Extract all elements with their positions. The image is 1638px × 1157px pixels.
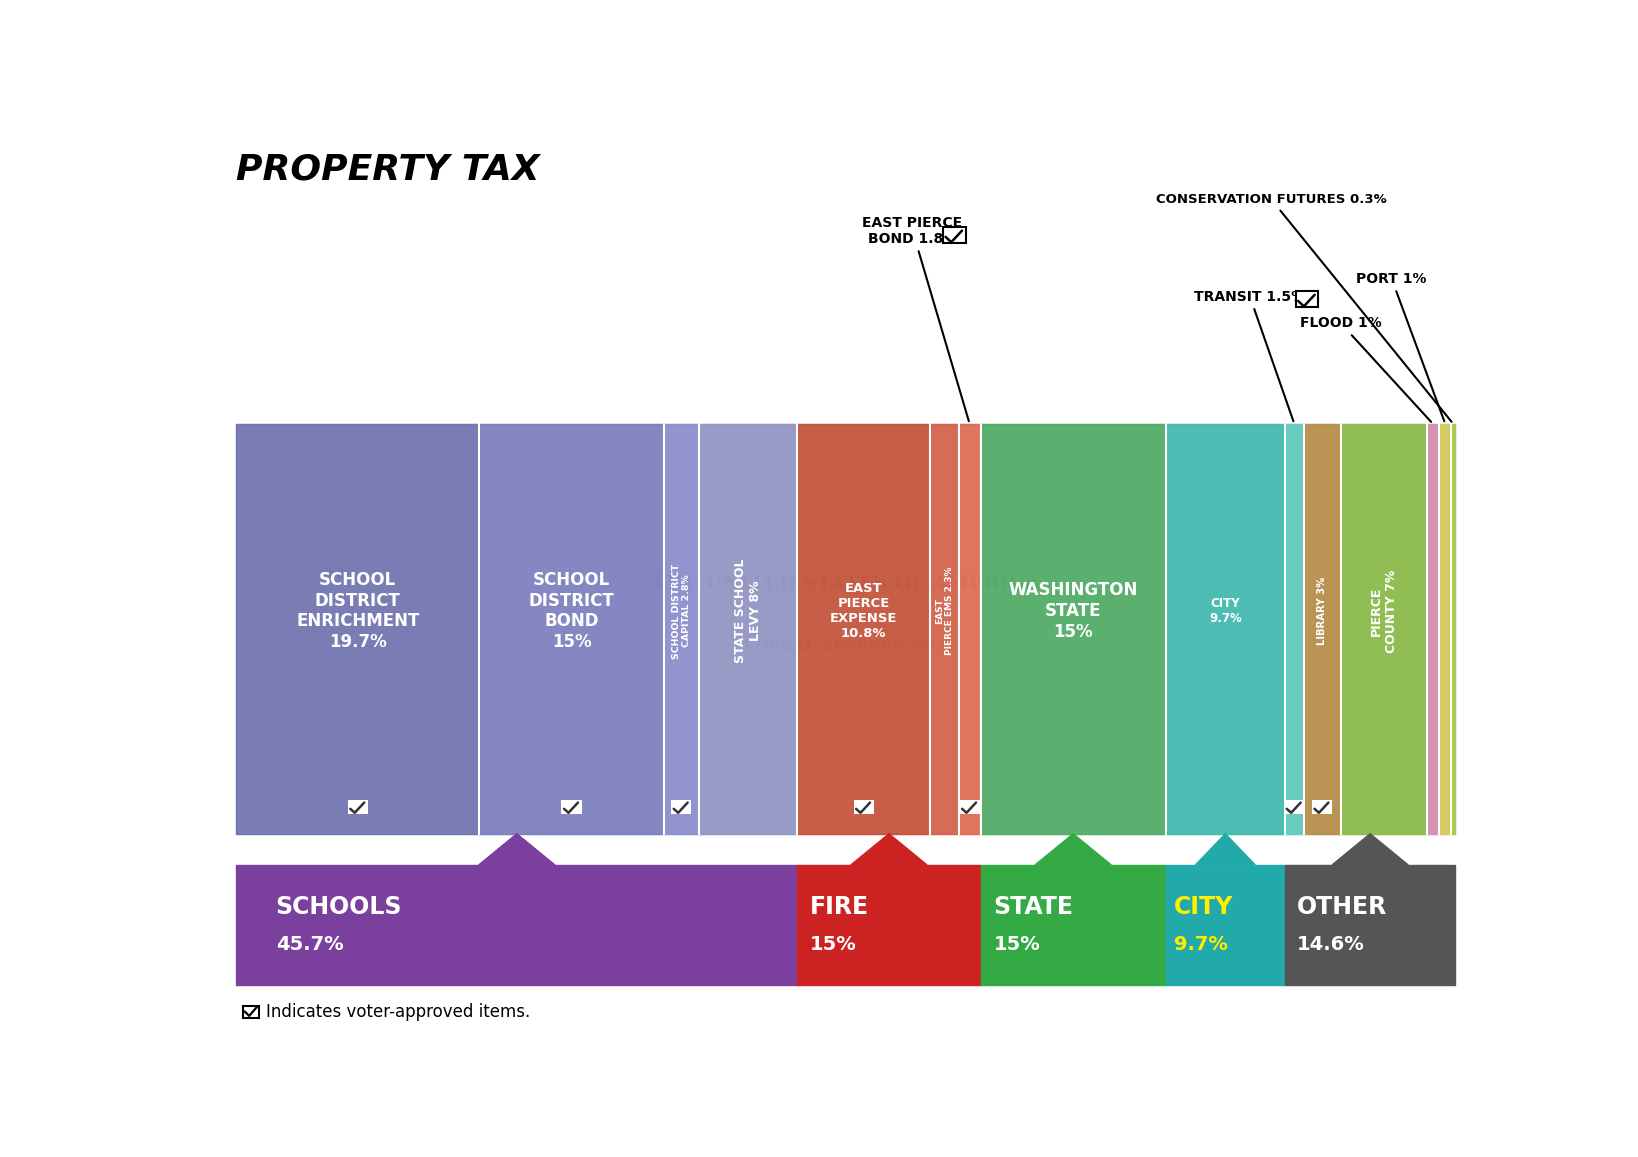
Text: FEDERAL RESERVE NOTE: FEDERAL RESERVE NOTE xyxy=(734,640,958,654)
Polygon shape xyxy=(1196,834,1255,865)
Bar xyxy=(1312,799,1332,815)
Text: 45.7%: 45.7% xyxy=(275,935,344,955)
Text: PORT 1%: PORT 1% xyxy=(1356,272,1445,421)
Bar xyxy=(663,423,698,834)
Text: STATE: STATE xyxy=(994,896,1073,919)
Bar xyxy=(1427,423,1440,834)
Bar xyxy=(1284,799,1304,815)
Text: FIRE: FIRE xyxy=(811,896,870,919)
Text: SCHOOL
DISTRICT
ENRICHMENT
19.7%: SCHOOL DISTRICT ENRICHMENT 19.7% xyxy=(296,570,419,651)
Text: PIERCE
COUNTY 7%: PIERCE COUNTY 7% xyxy=(1369,569,1397,653)
Bar xyxy=(480,423,663,834)
Bar xyxy=(1340,423,1427,834)
Text: EAST
PIERCE EMS 2.3%: EAST PIERCE EMS 2.3% xyxy=(935,567,953,655)
Text: LIBRARY 3%: LIBRARY 3% xyxy=(1317,577,1327,646)
Bar xyxy=(698,423,798,834)
Polygon shape xyxy=(1035,834,1111,865)
Bar xyxy=(981,423,1166,834)
Text: OTHER: OTHER xyxy=(1297,896,1387,919)
Bar xyxy=(1296,292,1319,308)
Bar xyxy=(347,799,369,815)
Polygon shape xyxy=(850,834,927,865)
Bar xyxy=(236,423,480,834)
Text: STATE SCHOOL
LEVY 8%: STATE SCHOOL LEVY 8% xyxy=(734,559,762,663)
Text: CITY: CITY xyxy=(1174,896,1233,919)
Bar xyxy=(562,799,581,815)
Bar xyxy=(1440,423,1451,834)
Bar xyxy=(943,227,966,243)
Text: CONSERVATION FUTURES 0.3%: CONSERVATION FUTURES 0.3% xyxy=(1156,193,1451,422)
Bar xyxy=(981,865,1166,986)
Bar xyxy=(798,865,981,986)
Bar xyxy=(1286,423,1304,834)
Text: SCHOOL DISTRICT
CAPITAL 2.8%: SCHOOL DISTRICT CAPITAL 2.8% xyxy=(672,563,691,658)
Text: EAST
PIERCE
EXPENSE
10.8%: EAST PIERCE EXPENSE 10.8% xyxy=(830,582,898,640)
Bar xyxy=(960,799,980,815)
Text: SCHOOLS: SCHOOLS xyxy=(275,896,403,919)
Text: TRANSIT 1.5%: TRANSIT 1.5% xyxy=(1194,289,1305,421)
Bar xyxy=(1286,865,1455,986)
Bar xyxy=(1166,865,1286,986)
Bar xyxy=(853,799,873,815)
Text: FLOOD 1%: FLOOD 1% xyxy=(1301,316,1432,422)
Bar xyxy=(236,423,1455,834)
Text: THE UNITED STATES OF AMERICA: THE UNITED STATES OF AMERICA xyxy=(652,575,1040,594)
Text: PROPERTY TAX: PROPERTY TAX xyxy=(236,153,541,186)
Text: CITY
9.7%: CITY 9.7% xyxy=(1209,597,1242,625)
Text: SCHOOL
DISTRICT
BOND
15%: SCHOOL DISTRICT BOND 15% xyxy=(529,570,614,651)
Text: 15%: 15% xyxy=(811,935,857,955)
Bar xyxy=(236,865,798,986)
Text: WASHINGTON
STATE
15%: WASHINGTON STATE 15% xyxy=(1009,581,1138,641)
Bar xyxy=(1166,423,1286,834)
Bar xyxy=(1451,423,1455,834)
Text: Indicates voter-approved items.: Indicates voter-approved items. xyxy=(265,1003,531,1020)
Bar xyxy=(1304,423,1340,834)
Polygon shape xyxy=(478,834,555,865)
Bar xyxy=(242,1007,259,1018)
Bar xyxy=(672,799,691,815)
Text: EAST PIERCE
BOND 1.8%: EAST PIERCE BOND 1.8% xyxy=(863,215,968,421)
Bar xyxy=(798,423,930,834)
Text: 15%: 15% xyxy=(994,935,1040,955)
Text: 9.7%: 9.7% xyxy=(1174,935,1228,955)
Bar xyxy=(958,423,981,834)
Text: 14.6%: 14.6% xyxy=(1297,935,1364,955)
Polygon shape xyxy=(1332,834,1409,865)
Bar xyxy=(930,423,958,834)
